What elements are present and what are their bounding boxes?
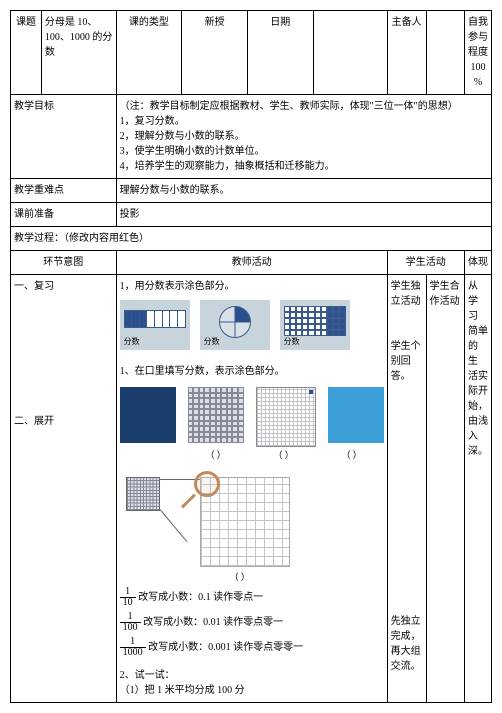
- task-1: 1，用分数表示涂色部分。: [120, 279, 384, 294]
- lesson-plan-table: 课题 分母是 10、100、1000 的分数 课的类型 新授 日期 主备人 自我…: [10, 10, 492, 703]
- goal-2: 2，理解分数与小数的联系。: [120, 129, 488, 144]
- keti-label: 课题: [11, 11, 42, 95]
- pie-fraction-figure: 分数: [200, 300, 270, 350]
- goals-cell: （注：教学目标制定应根据教材、学生、教师实际，体现"三位一体"的思想） 1，复习…: [116, 95, 491, 179]
- student-1: 学生独立活动: [391, 279, 423, 309]
- math-line-3: 11000 改写成小数：0.001 读作零点零零一: [120, 637, 384, 658]
- goal-1: 1，复习分数。: [120, 114, 488, 129]
- leixing-val: 新授: [182, 11, 248, 95]
- leixing-label: 课的类型: [116, 11, 182, 95]
- student-3: 先独立完成，再大组交流。: [391, 614, 423, 674]
- student-4: 学生合作活动: [430, 279, 461, 309]
- math-line-2: 1100 改写成小数：0.01 读作零点零一: [120, 612, 384, 633]
- riqi-val: [313, 11, 387, 95]
- task-3: 2、试一试：: [120, 668, 384, 683]
- section-1-title: 一、复习: [14, 279, 113, 294]
- difficult-text: 理解分数与小数的联系。: [116, 179, 491, 203]
- goal-4: 4，培养学生的观察能力，抽象概括和迁移能力。: [120, 159, 488, 174]
- solid-square-figure: [120, 387, 176, 443]
- student-activity-cell-2: 学生合作活动: [426, 275, 464, 703]
- task-2: 1、在口里填写分数，表示涂色部分。: [120, 364, 384, 379]
- canyu-label: 自我参与程度 100 %: [465, 11, 492, 95]
- col-header-3: 学生活动: [387, 251, 464, 275]
- intent-cell: 一、复习 二、展开: [11, 275, 117, 703]
- student-activity-cell-1: 学生独立活动 学生个别回答。 先独立完成，再大组交流。: [387, 275, 426, 703]
- col-header-4: 体现: [465, 251, 492, 275]
- col-header-1: 环节意图: [11, 251, 117, 275]
- figure-row-1: 分数 分数 分数: [120, 300, 384, 350]
- zhubei-val: [426, 11, 464, 95]
- grid-fraction-figure: 分数: [280, 300, 350, 350]
- prep-text: 投影: [116, 203, 491, 227]
- process-note: 教学过程：（修改内容用红色）: [11, 227, 492, 251]
- goal-3: 3，使学生明确小数的计数单位。: [120, 144, 488, 159]
- bar-fraction-figure: 分数: [120, 300, 190, 350]
- keti-text: 分母是 10、100、1000 的分数: [41, 11, 116, 95]
- hundred-grid-figure: [256, 387, 316, 447]
- figure-row-2: [120, 387, 384, 447]
- difficult-label: 教学重难点: [11, 179, 117, 203]
- section-2-title: 二、展开: [14, 414, 113, 429]
- blue-square-figure: [328, 387, 384, 443]
- goals-label: 教学目标: [11, 95, 117, 179]
- riqi-label: 日期: [247, 11, 313, 95]
- magnifier-icon: [194, 471, 220, 497]
- reflection-cell: 从 学 习 简单 的 生 活实际开始，由浅入深。: [465, 275, 492, 703]
- prep-label: 课前准备: [11, 203, 117, 227]
- zhubei-label: 主备人: [387, 11, 426, 95]
- goals-note: （注：教学目标制定应根据教材、学生、教师实际，体现"三位一体"的思想）: [120, 99, 488, 114]
- reflection-text: 从 学 习 简单 的 生 活实际开始，由浅入深。: [468, 279, 488, 459]
- paren-row: （ ） （ ） （ ）: [120, 449, 384, 463]
- col-header-2: 教师活动: [116, 251, 387, 275]
- teacher-activity-cell: 1，用分数表示涂色部分。 分数 分数 分数 1、在口里填写分数，表示涂色部分。: [116, 275, 387, 703]
- magnifier-figure: （ ）: [120, 471, 384, 581]
- student-2: 学生个别回答。: [391, 339, 423, 384]
- math-line-1: 110 改写成小数：0.1 读作零点一: [120, 587, 384, 608]
- task-4: （1）把 1 米平均分成 100 分: [120, 683, 384, 698]
- ten-grid-figure: [188, 387, 244, 443]
